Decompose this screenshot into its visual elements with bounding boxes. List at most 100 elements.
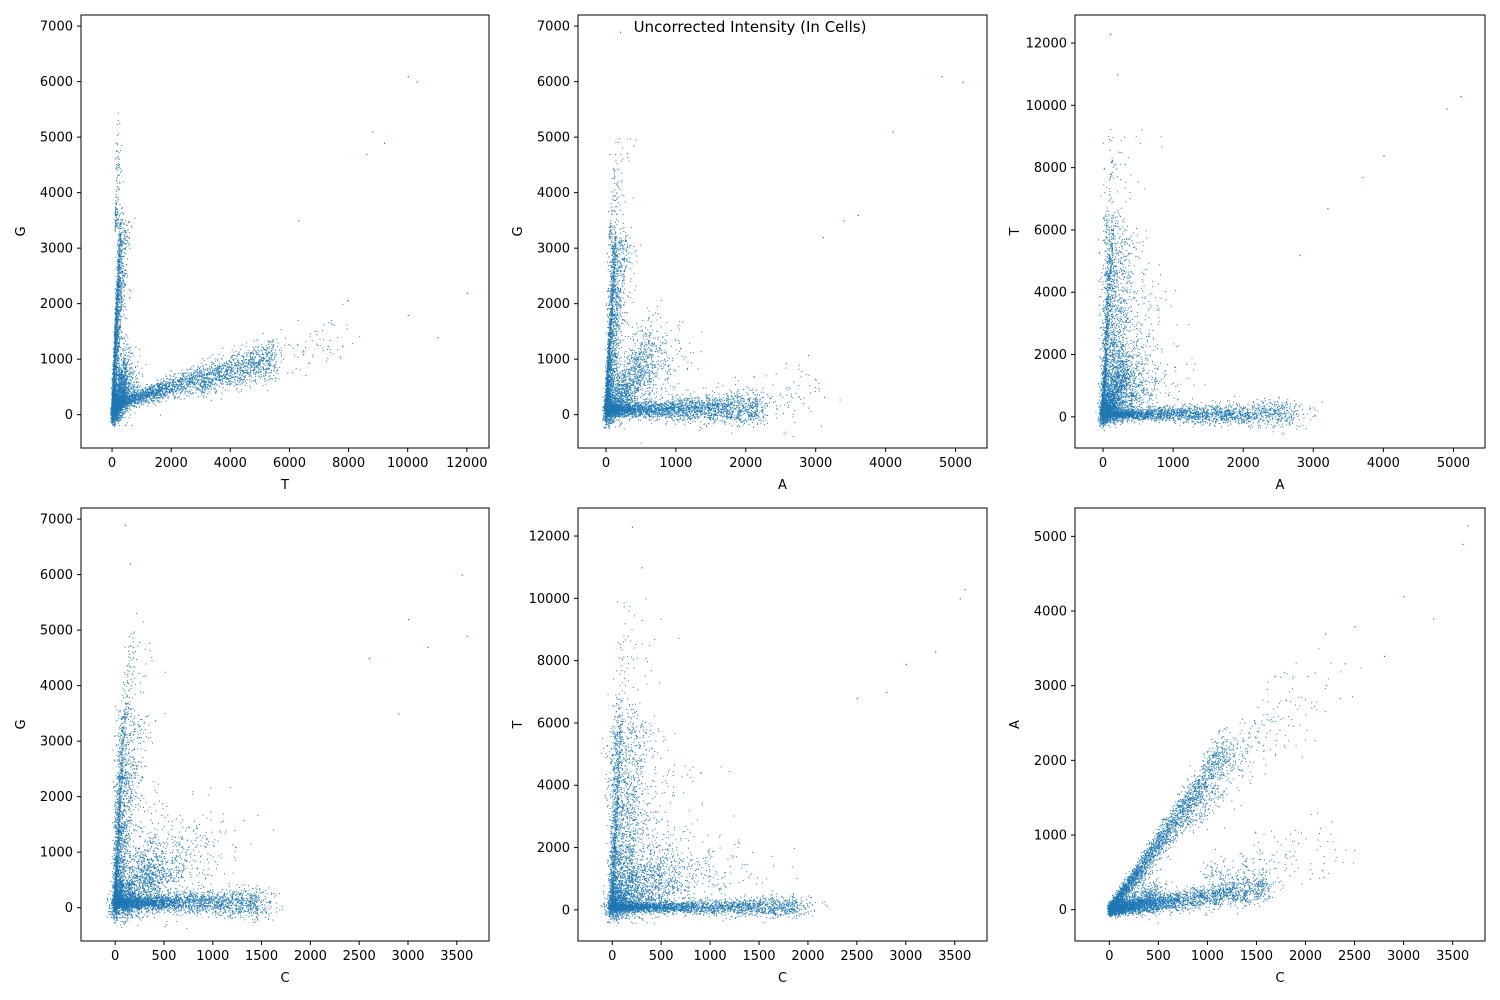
data-point — [124, 272, 125, 274]
data-point — [112, 352, 114, 354]
data-point — [214, 358, 216, 360]
data-point — [115, 351, 117, 353]
data-point — [128, 399, 130, 401]
data-point — [117, 244, 118, 246]
data-point — [152, 400, 154, 402]
data-point — [116, 327, 118, 329]
data-point — [115, 334, 117, 336]
data-point — [176, 388, 178, 389]
data-point — [124, 275, 125, 277]
data-point — [220, 371, 222, 373]
data-point — [115, 368, 117, 370]
data-point — [113, 363, 115, 365]
data-point — [115, 308, 117, 310]
data-point — [122, 310, 124, 312]
data-point — [116, 370, 118, 372]
data-point — [165, 381, 167, 383]
data-point — [121, 290, 123, 292]
figure-title: Uncorrected Intensity (In Cells) — [634, 18, 867, 36]
data-point — [241, 364, 243, 366]
data-point — [248, 350, 250, 352]
data-point — [205, 369, 207, 371]
data-point — [114, 359, 116, 361]
data-point — [199, 368, 200, 369]
data-point — [218, 367, 220, 369]
data-point — [169, 374, 171, 376]
data-point — [115, 376, 117, 378]
data-point — [243, 366, 245, 368]
data-point — [217, 369, 219, 371]
data-point — [250, 362, 252, 364]
data-point — [180, 372, 182, 374]
data-point — [155, 389, 157, 390]
data-point — [227, 366, 229, 368]
data-point — [272, 339, 274, 341]
data-point — [133, 400, 135, 402]
data-point — [120, 221, 122, 223]
data-point — [238, 391, 240, 393]
data-point — [127, 235, 129, 237]
data-point — [145, 396, 147, 398]
data-point — [184, 380, 186, 382]
data-point — [119, 312, 121, 314]
data-point — [159, 388, 161, 390]
data-point — [214, 379, 216, 381]
data-point — [125, 236, 127, 237]
data-point — [121, 286, 123, 288]
data-point — [264, 369, 266, 371]
data-point — [143, 400, 145, 402]
data-point — [151, 389, 153, 391]
data-point — [116, 384, 118, 386]
data-point — [156, 399, 158, 401]
data-point — [149, 387, 151, 389]
data-point — [195, 378, 196, 380]
data-point — [142, 395, 144, 397]
data-point — [243, 373, 245, 375]
data-point — [143, 398, 145, 400]
data-point — [210, 386, 212, 388]
data-point — [122, 243, 124, 245]
data-point — [196, 389, 198, 391]
data-point — [141, 403, 143, 405]
data-point — [202, 367, 204, 369]
data-point — [231, 349, 233, 351]
data-point — [116, 360, 118, 362]
data-point — [230, 361, 232, 363]
data-point — [234, 379, 236, 381]
data-point — [199, 376, 201, 378]
data-point — [120, 307, 122, 309]
data-point — [248, 364, 250, 365]
data-point — [118, 259, 120, 261]
data-point — [113, 374, 115, 376]
data-point — [185, 377, 187, 379]
data-point — [197, 381, 199, 383]
data-point — [187, 383, 189, 385]
data-point — [236, 371, 238, 373]
data-point — [117, 250, 119, 252]
data-point — [196, 368, 198, 370]
data-point — [251, 376, 253, 378]
data-point — [233, 385, 235, 387]
data-point — [263, 368, 264, 370]
data-point — [157, 387, 159, 389]
data-point — [116, 354, 118, 356]
data-point — [166, 386, 168, 388]
data-point — [134, 217, 136, 219]
data-point — [218, 378, 220, 380]
data-point — [255, 361, 257, 363]
data-point — [134, 394, 136, 396]
data-point — [139, 399, 141, 401]
data-point — [182, 383, 184, 385]
data-point — [123, 400, 125, 402]
data-point — [146, 392, 148, 393]
data-point — [189, 368, 191, 370]
data-point — [128, 400, 130, 402]
data-point — [261, 357, 263, 359]
data-point — [204, 392, 206, 394]
data-point — [251, 351, 253, 353]
data-point — [246, 362, 248, 364]
data-point — [215, 372, 217, 374]
data-point — [238, 360, 240, 362]
data-point — [119, 245, 121, 247]
data-point — [247, 359, 249, 361]
